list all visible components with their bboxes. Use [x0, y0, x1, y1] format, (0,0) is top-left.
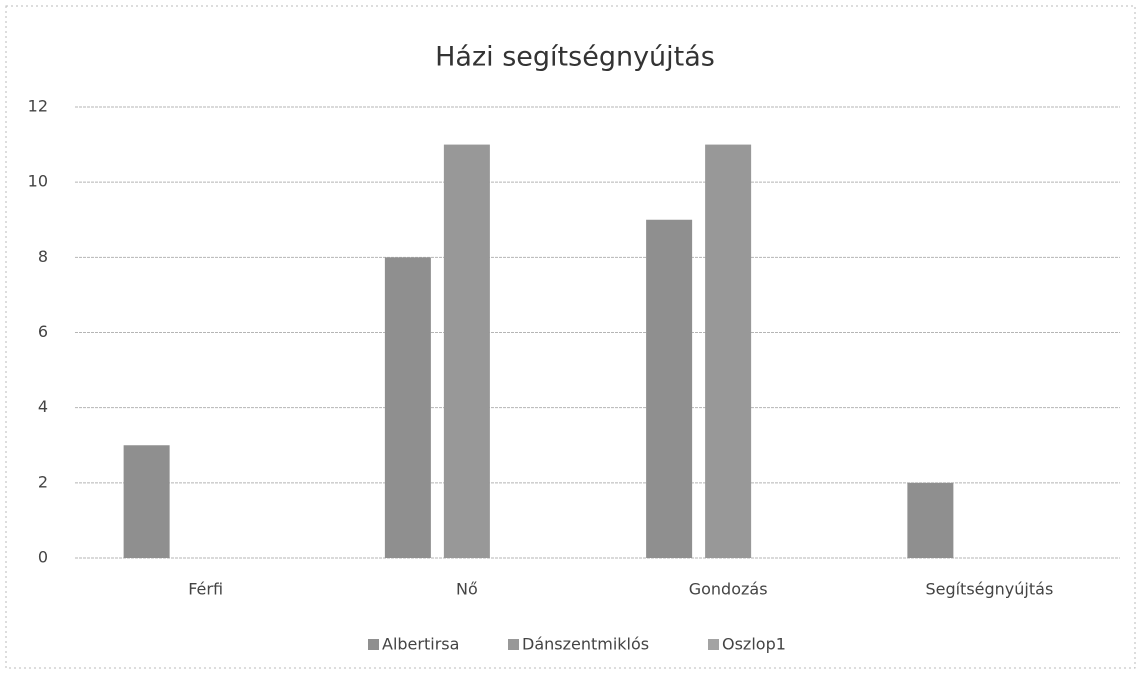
legend-swatch — [508, 639, 519, 650]
legend-label: Oszlop1 — [722, 635, 786, 654]
x-tick-label: Nő — [456, 580, 478, 599]
legend-swatch — [708, 639, 719, 650]
x-tick-label: Gondozás — [689, 580, 768, 599]
y-tick-label: 2 — [38, 472, 48, 491]
chart-title: Házi segítségnyújtás — [435, 42, 715, 73]
bar — [384, 257, 431, 558]
x-tick-label: Segítségnyújtás — [925, 580, 1053, 599]
chart-border — [5, 5, 1136, 669]
legend-label: Dánszentmiklós — [522, 635, 649, 654]
legend-label: Albertirsa — [382, 635, 459, 654]
bar — [705, 144, 752, 559]
y-tick-label: 8 — [38, 247, 48, 266]
y-tick-label: 6 — [38, 322, 48, 341]
legend-swatch — [368, 639, 379, 650]
bar — [443, 144, 490, 559]
y-tick-label: 12 — [28, 97, 48, 116]
y-tick-label: 4 — [38, 397, 48, 416]
x-tick-label: Férfi — [188, 580, 223, 599]
y-tick-label: 0 — [38, 548, 48, 567]
bar — [907, 482, 954, 558]
y-tick-label: 10 — [28, 172, 48, 191]
bar — [123, 445, 170, 558]
bar — [646, 219, 693, 558]
